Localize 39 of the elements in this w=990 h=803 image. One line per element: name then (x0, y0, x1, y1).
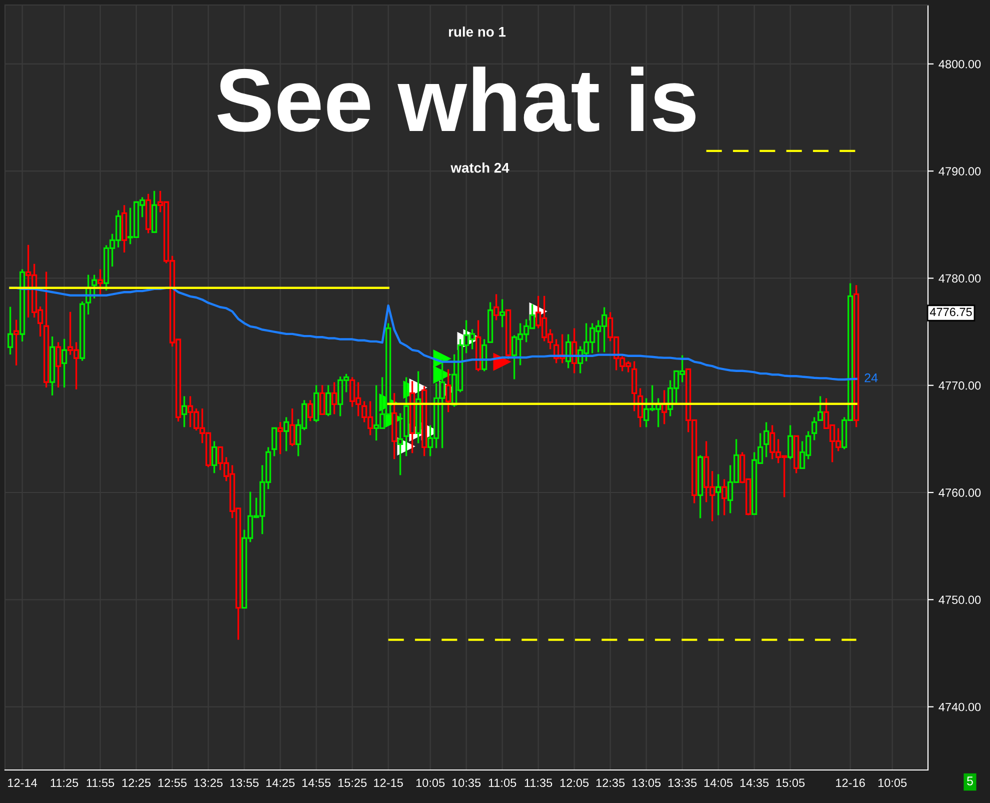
x-tick-label: 10:05 (416, 778, 445, 788)
text: 5 (967, 776, 973, 786)
y-tick-label: 4760.00 (938, 488, 981, 497)
candlestick (631, 360, 638, 412)
x-tick-label: 10:35 (452, 778, 481, 788)
x-tick-label: 11:05 (488, 778, 516, 788)
candlestick (811, 416, 818, 442)
x-tick-label: 13:35 (668, 778, 697, 788)
x-tick-label: 12-16 (836, 778, 865, 788)
series-label: 24 (864, 373, 878, 382)
x-tick-label: 11:55 (86, 778, 114, 788)
x-tick-label: 12-14 (8, 778, 38, 787)
y-tick-label: 4770.00 (938, 381, 981, 390)
annotation: rule no 1 (448, 26, 506, 37)
y-tick-label: 4780.00 (938, 274, 981, 283)
x-tick-label: 15:25 (338, 778, 367, 788)
x-tick-label: 10:05 (878, 778, 907, 788)
annotation: watch 24 (450, 162, 510, 173)
annotation: See what is (217, 66, 696, 132)
x-tick-label: 15:05 (776, 778, 805, 788)
y-tick-label: 4800.00 (938, 60, 981, 68)
x-tick-label: 12:05 (560, 778, 589, 788)
x-tick-label: 13:55 (230, 778, 259, 788)
x-tick-label: 13:05 (632, 778, 661, 788)
x-tick-label: 12-15 (374, 778, 403, 788)
x-tick-label: 12:35 (596, 778, 625, 788)
x-tick-label: 14:05 (704, 778, 733, 788)
x-tick-label: 11:25 (50, 778, 78, 788)
y-tick-label: 4740.00 (938, 702, 981, 712)
y-tick-label: 4750.00 (938, 596, 981, 604)
x-tick-label: 11:35 (524, 778, 552, 788)
x-tick-label: 12:55 (158, 778, 187, 788)
text: 4776.75 (930, 308, 972, 316)
x-tick-label: 14:55 (302, 778, 331, 788)
x-tick-label: 14:35 (740, 778, 769, 788)
y-tick-label: 4790.00 (938, 167, 981, 176)
x-tick-label: 14:25 (266, 778, 295, 788)
x-tick-label: 12:25 (122, 778, 151, 788)
x-tick-label: 13:25 (194, 778, 223, 788)
